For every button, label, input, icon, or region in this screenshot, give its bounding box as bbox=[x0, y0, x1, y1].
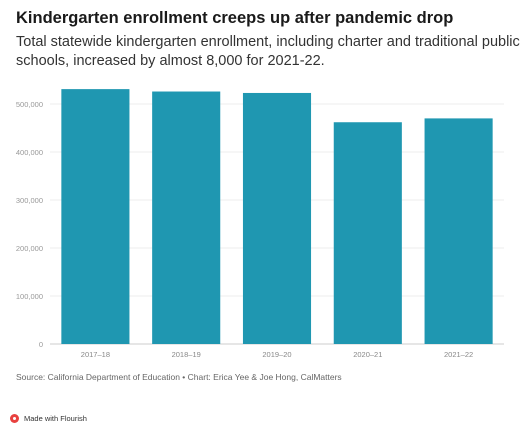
bar bbox=[424, 118, 493, 345]
y-tick-label: 300,000 bbox=[16, 196, 43, 205]
x-tick-label: 2021–22 bbox=[444, 350, 473, 359]
bar bbox=[333, 122, 402, 345]
x-tick-label: 2020–21 bbox=[353, 350, 382, 359]
bar bbox=[242, 92, 312, 345]
flourish-credit[interactable]: Made with Flourish bbox=[10, 414, 87, 423]
y-tick-label: 400,000 bbox=[16, 148, 43, 157]
y-tick-label: 100,000 bbox=[16, 292, 43, 301]
source-note: Source: California Department of Educati… bbox=[16, 372, 342, 382]
bar bbox=[152, 91, 221, 345]
chart-title: Kindergarten enrollment creeps up after … bbox=[16, 9, 454, 27]
y-tick-label: 500,000 bbox=[16, 100, 43, 109]
flourish-credit-label: Made with Flourish bbox=[24, 414, 87, 423]
bar bbox=[61, 89, 130, 345]
y-tick-label: 200,000 bbox=[16, 244, 43, 253]
y-tick-label: 0 bbox=[39, 340, 43, 349]
flourish-logo-icon bbox=[10, 414, 19, 423]
x-tick-label: 2018–19 bbox=[172, 350, 201, 359]
x-tick-label: 2017–18 bbox=[81, 350, 110, 359]
chart-subtitle: Total statewide kindergarten enrollment,… bbox=[16, 34, 520, 69]
x-tick-label: 2019–20 bbox=[262, 350, 291, 359]
